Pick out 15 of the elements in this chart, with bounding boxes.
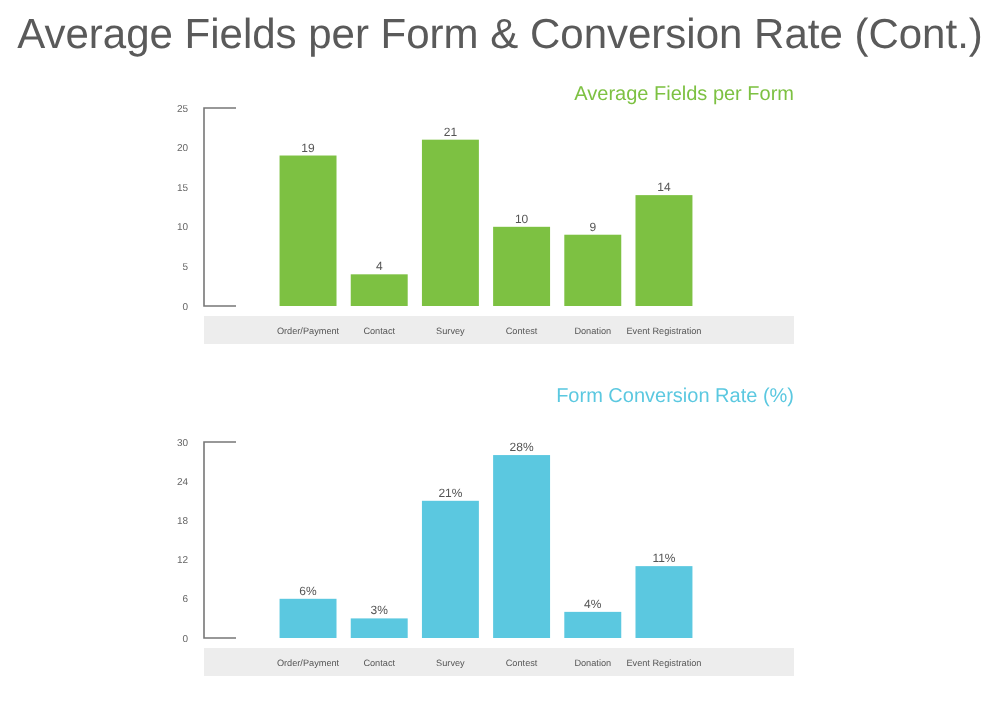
bar: [421, 500, 479, 638]
bar: [279, 598, 337, 638]
bar: [564, 611, 622, 638]
bar: [635, 566, 693, 638]
bar: [493, 226, 551, 306]
bar: [421, 139, 479, 306]
chart-subtitle: Average Fields per Form: [574, 84, 794, 106]
chart-title: Average Fields per Form & Conversion Rate (Cont.): [17, 12, 983, 58]
bar: [279, 155, 337, 306]
bar: [350, 618, 408, 638]
bar: [635, 195, 693, 306]
chart-subtitle: Form Conversion Rate (%): [556, 386, 794, 408]
bar: [493, 455, 551, 638]
bar: [350, 274, 408, 306]
bar: [564, 234, 622, 306]
